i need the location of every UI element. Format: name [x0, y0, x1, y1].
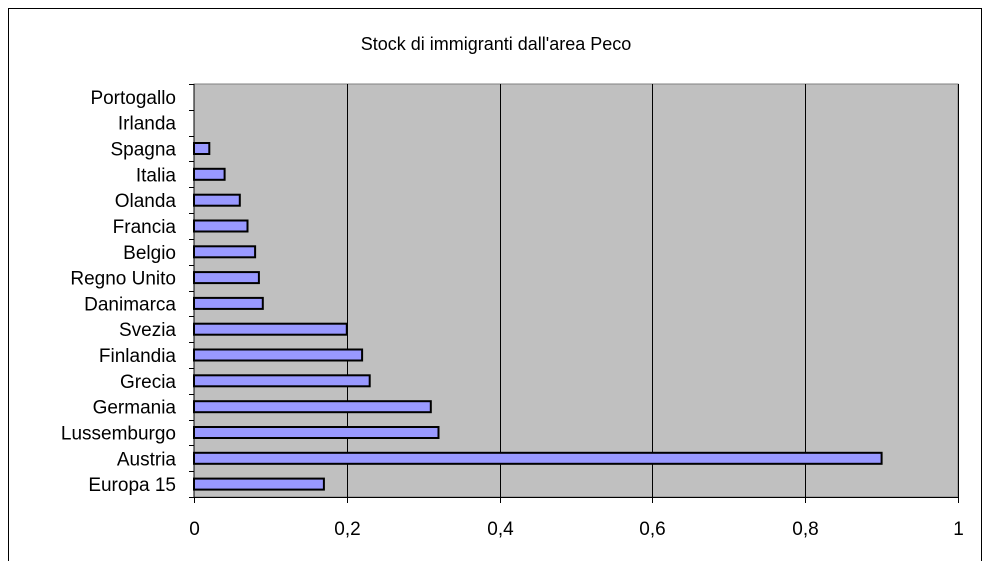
bar-finlandia [193, 348, 364, 362]
category-labels: Europa 15 Austria Lussemburgo Germania Greci… [61, 88, 177, 496]
category-label: Irlanda [118, 114, 177, 135]
bar-regno-unito [193, 271, 260, 285]
category-label: Olanda [115, 191, 177, 212]
category-label: Europa 15 [88, 475, 176, 496]
x-tick-label: 0,4 [487, 519, 514, 540]
bar-svezia [193, 322, 348, 336]
category-label: Germania [93, 398, 177, 419]
category-label: Austria [117, 449, 177, 470]
bar-italia [193, 167, 226, 181]
x-tick-label: 0,6 [639, 519, 665, 540]
x-tick-label: 0,8 [792, 519, 818, 540]
bar-europa-15 [193, 477, 325, 491]
x-tick-label: 0 [189, 519, 200, 540]
x-tick-labels: 0 0,2 0,4 0,6 0,8 1 [189, 519, 964, 540]
bar-belgio [193, 245, 257, 259]
axes [189, 84, 959, 503]
x-tick-label: 1 [953, 519, 964, 540]
bar-olanda [193, 193, 241, 207]
category-label: Lussemburgo [61, 424, 176, 445]
category-label: Belgio [123, 243, 176, 264]
bar-germania [193, 400, 432, 414]
category-label: Portogallo [90, 88, 176, 109]
category-label: Danimarca [84, 294, 176, 315]
bar-lussemburgo [193, 426, 440, 439]
bar-austria [193, 451, 883, 465]
x-tick-label: 0,2 [334, 519, 360, 540]
category-label: Spagna [110, 140, 176, 161]
category-label: Francia [113, 217, 177, 238]
category-label: Finlandia [99, 346, 177, 367]
bar-francia [193, 219, 249, 233]
bar-danimarca [193, 296, 264, 310]
category-label: Italia [136, 165, 177, 186]
bar-grecia [193, 374, 371, 388]
category-label: Svezia [119, 320, 176, 341]
chart-frame [8, 8, 982, 561]
bar-spagna [193, 142, 211, 155]
category-label: Grecia [120, 372, 176, 393]
chart-title: Stock di immigranti dall'area Peco [361, 34, 632, 54]
category-label: Regno Unito [70, 269, 176, 290]
